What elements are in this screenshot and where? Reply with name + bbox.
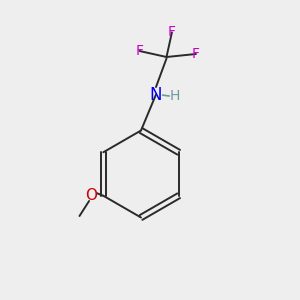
Text: F: F (192, 47, 200, 61)
Text: F: F (168, 26, 176, 39)
Text: F: F (136, 44, 143, 58)
Text: H: H (169, 89, 180, 103)
Text: N: N (150, 85, 162, 103)
Text: O: O (85, 188, 98, 203)
